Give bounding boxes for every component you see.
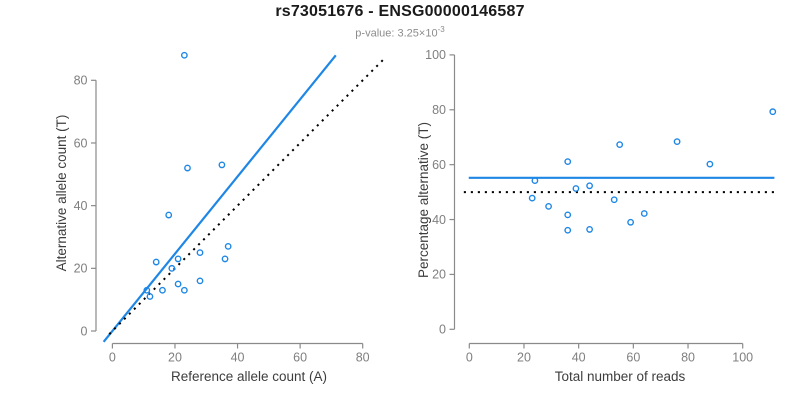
- scatter-point: [640, 210, 648, 217]
- y-tick-label: 20: [74, 262, 88, 276]
- x-tick-label: 60: [293, 351, 307, 365]
- x-tick-label: 20: [517, 351, 531, 365]
- y-tick-label: 80: [432, 103, 446, 117]
- x-tick-label: 60: [626, 351, 640, 365]
- scatter-point: [572, 185, 580, 192]
- scatter-point: [564, 226, 572, 234]
- scatter-point: [221, 255, 229, 263]
- scatter-point: [146, 293, 154, 300]
- left-plot-x-axis-title: Reference allele count (A): [170, 369, 328, 384]
- x-tick-label: 0: [466, 351, 473, 365]
- left-plot: 0 20 40 60 80 0 20 40 60 80: [74, 51, 387, 365]
- scatter-point: [586, 226, 593, 233]
- x-tick-label: 20: [168, 351, 182, 365]
- scatter-point: [184, 164, 191, 172]
- scatter-point: [180, 51, 188, 59]
- scatter-point: [616, 141, 624, 149]
- reference-dotted-line: [108, 56, 387, 335]
- scatter-point: [152, 258, 160, 266]
- scatter-point: [168, 264, 176, 272]
- scatter-point: [165, 211, 173, 219]
- x-tick-label: 40: [572, 351, 586, 365]
- scatter-point: [159, 286, 166, 294]
- y-tick-label: 40: [432, 213, 446, 227]
- scatter-point: [769, 108, 777, 116]
- x-tick-label: 40: [231, 351, 245, 365]
- scatter-point: [627, 218, 635, 226]
- y-tick-label: 100: [425, 48, 446, 62]
- scatter-point: [174, 280, 182, 288]
- p-value-label: p-value:: [355, 27, 398, 40]
- scatter-point: [528, 194, 536, 202]
- y-tick-label: 60: [74, 136, 88, 150]
- scatter-point: [531, 177, 539, 184]
- scatter-point: [545, 202, 552, 210]
- y-tick-label: 80: [74, 74, 88, 88]
- scatter-point: [224, 242, 232, 250]
- y-tick-label: 40: [74, 199, 88, 213]
- scatter-point: [564, 158, 572, 166]
- scatter-point: [586, 182, 593, 190]
- right-plot: 0 20 40 60 80 100 0 20 40 60 80 100: [425, 48, 777, 365]
- p-value-subtitle: p-value: 3.25×10-3: [0, 25, 800, 40]
- y-tick-label: 20: [432, 268, 446, 282]
- x-tick-label: 80: [356, 351, 370, 365]
- scatter-point: [143, 286, 151, 294]
- scatter-point: [610, 196, 618, 204]
- y-tick-label: 0: [81, 324, 88, 338]
- scatter-point: [196, 277, 204, 285]
- scatter-point: [174, 255, 182, 263]
- right-plot-y-axis-title: Percentage alternative (T): [416, 121, 431, 279]
- figure-title: rs73051676 - ENSG00000146587: [275, 3, 525, 20]
- y-tick-label: 0: [439, 323, 446, 337]
- x-tick-label: 100: [732, 351, 753, 365]
- y-tick-label: 60: [432, 158, 446, 172]
- p-value-mantissa: 3.25×10: [397, 27, 438, 40]
- scatter-point: [673, 138, 681, 146]
- x-tick-label: 80: [681, 351, 695, 365]
- scatter-point: [706, 160, 714, 168]
- scatter-point: [180, 286, 188, 294]
- scatter-point: [564, 211, 572, 219]
- scatter-point: [196, 249, 204, 257]
- x-tick-label: 0: [109, 351, 116, 365]
- fit-line: [102, 54, 337, 343]
- p-value-exponent: -3: [437, 25, 445, 34]
- left-plot-y-axis-title: Alternative allele count (T): [54, 114, 69, 272]
- right-plot-x-axis-title: Total number of reads: [554, 369, 686, 384]
- scatter-point: [218, 161, 226, 169]
